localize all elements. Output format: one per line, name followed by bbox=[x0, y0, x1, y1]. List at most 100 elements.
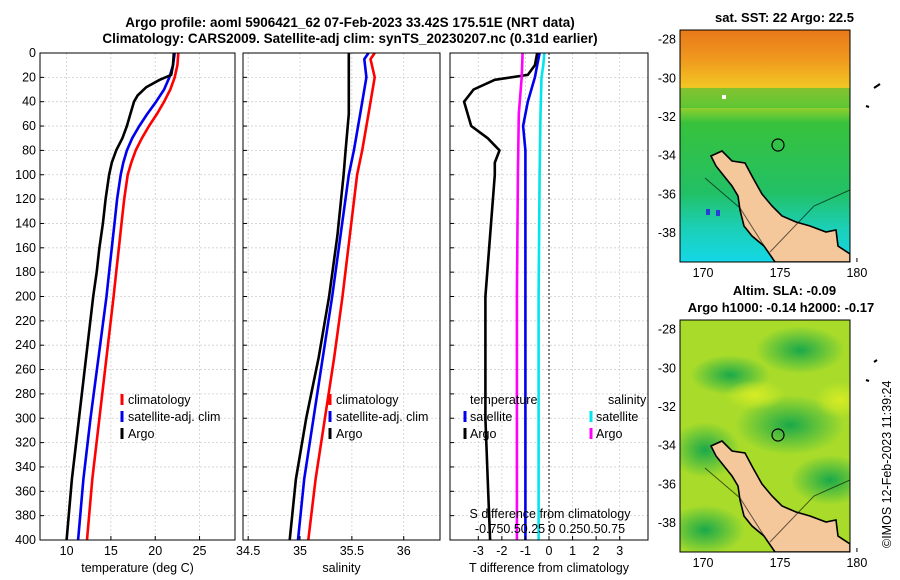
cloud-pixel bbox=[722, 95, 726, 99]
x-tick-label: 34.5 bbox=[236, 544, 260, 558]
y-tick-label: 200 bbox=[15, 290, 36, 304]
x-axis-label: T difference from climatology bbox=[469, 561, 630, 575]
x-tick-label: 1 bbox=[569, 544, 576, 558]
x-tick-label: -3 bbox=[473, 544, 484, 558]
map-y-tick-label: -38 bbox=[658, 226, 676, 240]
map-y-tick-label: -28 bbox=[658, 33, 676, 47]
sst-band bbox=[680, 88, 850, 108]
y-tick-label: 120 bbox=[15, 192, 36, 206]
legend-label: satellite bbox=[596, 410, 638, 424]
map-y-tick-label: -32 bbox=[658, 400, 676, 414]
y-tick-label: 140 bbox=[15, 216, 36, 230]
map-y-tick-label: -34 bbox=[658, 439, 676, 453]
map-y-tick-label: -30 bbox=[658, 71, 676, 85]
series-line-climatology bbox=[307, 52, 376, 541]
figure-title-line2: Climatology: CARS2009. Satellite-adj cli… bbox=[102, 31, 598, 46]
island bbox=[865, 359, 878, 382]
x-tick-label: 15 bbox=[104, 544, 118, 558]
sla-map bbox=[679, 319, 878, 553]
sst-map-frame bbox=[679, 29, 851, 263]
map-y-tick-label: -30 bbox=[658, 361, 676, 375]
y-tick-label: 220 bbox=[15, 314, 36, 328]
sla-blob bbox=[680, 505, 745, 552]
x-tick-label: 20 bbox=[148, 544, 162, 558]
map-x-tick-label: 180 bbox=[846, 556, 867, 570]
secondary-x-axis-label: S difference from climatology bbox=[470, 507, 632, 521]
x-tick-label: 36 bbox=[397, 544, 411, 558]
series-line-t-argo bbox=[462, 52, 539, 541]
sla-blob bbox=[735, 395, 845, 455]
legend-label: Argo bbox=[128, 427, 154, 441]
legend-label: satellite-adj. clim bbox=[336, 410, 428, 424]
x-tick-label: 3 bbox=[616, 544, 623, 558]
y-tick-label: 380 bbox=[15, 509, 36, 523]
profile-panel-1: 10 15 20 25 temperature (deg C) 0 20 40 60 80 100 1… bbox=[15, 46, 236, 575]
series-line-argo bbox=[65, 52, 176, 541]
legend-label: climatology bbox=[336, 393, 399, 407]
x-tick-label: 2 bbox=[593, 544, 600, 558]
series-line-t-satellite bbox=[521, 52, 541, 540]
y-tick-label: 340 bbox=[15, 460, 36, 474]
series-line-satellite-adj-clim bbox=[296, 52, 370, 541]
y-tick-label: 260 bbox=[15, 363, 36, 377]
new-zealand-land bbox=[709, 150, 850, 262]
sla-blob bbox=[815, 382, 850, 418]
x-tick-label: 25 bbox=[193, 544, 207, 558]
map-y-tick-label: -38 bbox=[658, 516, 676, 530]
map-y-tick-label: -28 bbox=[658, 323, 676, 337]
new-zealand-land bbox=[709, 440, 850, 552]
legend-label: satellite-adj. clim bbox=[128, 410, 220, 424]
series-line-satellite-adj-clim bbox=[76, 52, 176, 541]
x-tick-label: -1 bbox=[520, 544, 531, 558]
legend-heading-temperature: temperature bbox=[470, 393, 537, 407]
legend-label: Argo bbox=[470, 427, 496, 441]
argo-location-marker bbox=[771, 138, 785, 152]
y-tick-label: 320 bbox=[15, 436, 36, 450]
sst-map-title: sat. SST: 22 Argo: 22.5 bbox=[715, 10, 854, 25]
secondary-x-tick-labels: -0.750.50.25 0 0.250.50.75 bbox=[475, 522, 625, 536]
series-line-climatology bbox=[85, 52, 180, 541]
series-line-s-satellite bbox=[537, 52, 546, 540]
contour-line bbox=[704, 177, 850, 253]
legend-label: Argo bbox=[596, 427, 622, 441]
map-y-tick-label: -32 bbox=[658, 110, 676, 124]
y-tick-label: 40 bbox=[22, 95, 36, 109]
map-x-tick-label: 175 bbox=[770, 266, 791, 280]
map-x-tick-label: 180 bbox=[846, 266, 867, 280]
sla-map-title: Altim. SLA: -0.09 bbox=[732, 283, 837, 298]
x-tick-label: 10 bbox=[60, 544, 74, 558]
y-tick-label: 280 bbox=[15, 387, 36, 401]
y-tick-label: 180 bbox=[15, 265, 36, 279]
x-tick-label: 35.5 bbox=[340, 544, 364, 558]
map-x-tick-label: 175 bbox=[770, 556, 791, 570]
figure-title-line1: Argo profile: aoml 5906421_62 07-Feb-202… bbox=[125, 15, 575, 30]
map-axes-2: 170 175 180 -28 -30 -32 -34 -36 -38 bbox=[658, 323, 867, 570]
y-tick-label: 0 bbox=[29, 46, 36, 60]
x-axis-label: salinity bbox=[322, 561, 361, 575]
legend-heading-salinity: salinity bbox=[608, 393, 647, 407]
sla-map-subtitle: Argo h1000: -0.14 h2000: -0.17 bbox=[687, 300, 875, 315]
island bbox=[865, 83, 881, 108]
contour-line bbox=[704, 467, 850, 543]
x-tick-label: 35 bbox=[293, 544, 307, 558]
map-axes-1: 170 175 180 -28 -30 -32 -34 -36 -38 bbox=[658, 33, 867, 280]
argo-location-marker bbox=[771, 428, 785, 442]
y-tick-label: 300 bbox=[15, 411, 36, 425]
profile-panel-3: -3 -2 -1 0 1 2 3 T difference from climatology t… bbox=[449, 52, 649, 575]
y-tick-label: 400 bbox=[15, 533, 36, 547]
y-tick-label: 100 bbox=[15, 168, 36, 182]
legend-label: satellite bbox=[470, 410, 512, 424]
map-y-tick-label: -34 bbox=[658, 149, 676, 163]
map-y-tick-label: -36 bbox=[658, 187, 676, 201]
sla-map-frame bbox=[679, 319, 851, 553]
series-line-argo bbox=[288, 53, 351, 541]
x-tick-label: -2 bbox=[496, 544, 507, 558]
legend-label: climatology bbox=[128, 393, 191, 407]
sst-map bbox=[679, 29, 881, 263]
profile-panel-2: 34.5 35 35.5 36 salinity climatology satellite… bbox=[236, 52, 441, 575]
sla-blob bbox=[790, 455, 850, 505]
x-axis-label: temperature (deg C) bbox=[81, 561, 194, 575]
map-y-tick-label: -36 bbox=[658, 477, 676, 491]
y-tick-label: 60 bbox=[22, 119, 36, 133]
